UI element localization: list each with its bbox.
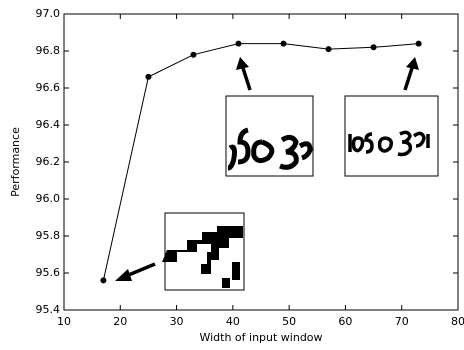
page: Width of input window Performance 95.495…: [0, 0, 464, 350]
x-tick-label: 50: [282, 315, 296, 328]
x-tick-label: 30: [170, 315, 184, 328]
data-point: [190, 52, 196, 58]
x-tick-label: 80: [451, 315, 464, 328]
data-point: [100, 277, 106, 283]
inset-image: [345, 96, 438, 176]
y-tick-label: 96.2: [36, 155, 61, 168]
inset-image: [226, 96, 313, 176]
data-point: [281, 41, 287, 47]
y-tick-label: 96.0: [36, 192, 61, 205]
x-tick-label: 10: [57, 315, 71, 328]
y-tick-label: 95.8: [36, 229, 61, 242]
chart: Width of input window Performance 95.495…: [0, 0, 464, 350]
x-tick-label: 20: [113, 315, 127, 328]
x-tick-label: 70: [395, 315, 409, 328]
data-point: [235, 41, 241, 47]
x-tick-label: 60: [338, 315, 352, 328]
y-tick-label: 97.0: [36, 7, 61, 20]
data-point: [326, 46, 332, 52]
data-point: [416, 41, 422, 47]
x-axis-label: Width of input window: [199, 331, 322, 344]
data-point: [371, 44, 377, 50]
y-tick-label: 96.8: [36, 44, 61, 57]
data-point: [145, 74, 151, 80]
y-axis-label: Performance: [9, 127, 22, 197]
y-tick-label: 95.6: [36, 266, 61, 279]
y-tick-label: 96.6: [36, 81, 61, 94]
x-tick-label: 40: [226, 315, 240, 328]
y-tick-label: 96.4: [36, 118, 61, 131]
inset-image: [162, 213, 244, 290]
